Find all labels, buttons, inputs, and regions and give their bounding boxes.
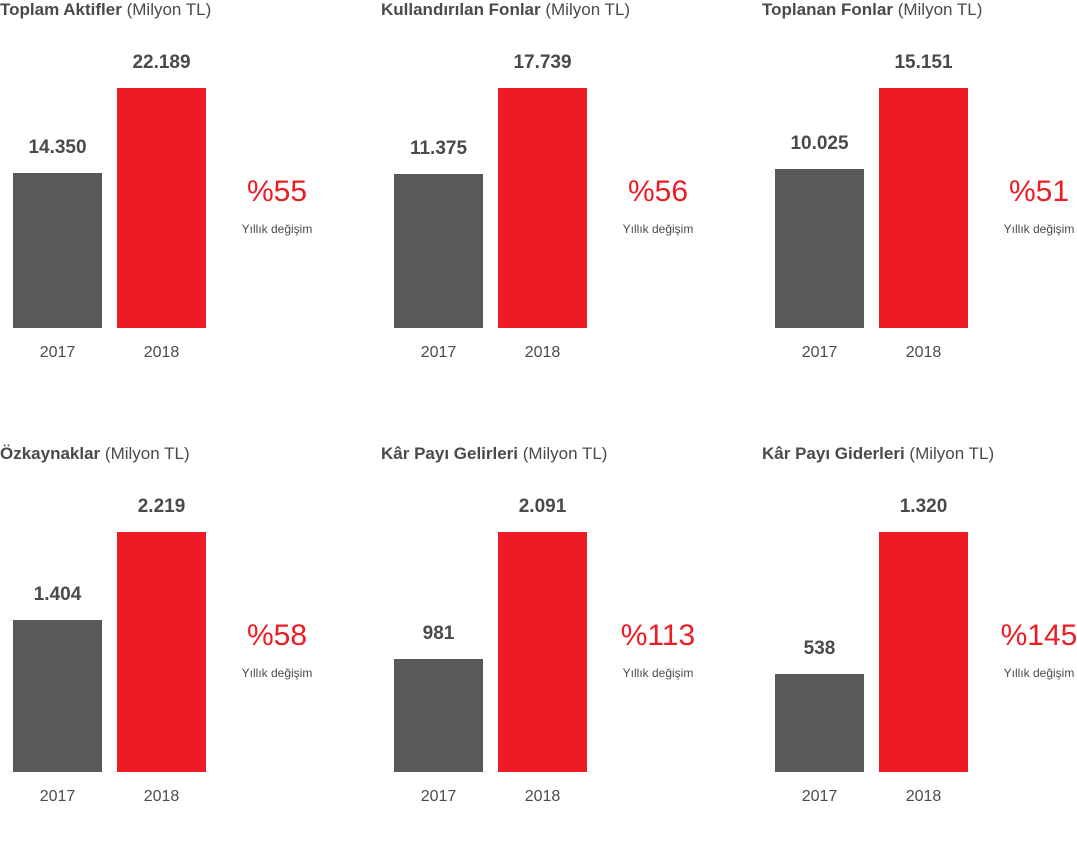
bar-2018 bbox=[879, 532, 968, 772]
bar-2017 bbox=[775, 674, 864, 772]
bar-value-label: 11.375 bbox=[409, 138, 468, 160]
chart-panel: Kâr Payı Giderleri (Milyon TL) 538 2017 1.3… bbox=[762, 444, 1077, 844]
change-label: Yıllık değişim bbox=[622, 666, 694, 680]
x-tick-label: 2018 bbox=[905, 344, 942, 361]
chart-title-unit: (Milyon TL) bbox=[897, 0, 983, 19]
change-label: Yıllık değişim bbox=[1003, 666, 1075, 680]
x-tick-label: 2017 bbox=[801, 344, 838, 361]
chart-title-unit: (Milyon TL) bbox=[545, 0, 631, 19]
chart-title-main: Toplanan Fonlar bbox=[762, 0, 893, 19]
change-percent: %145 bbox=[1000, 619, 1077, 652]
bar-2017 bbox=[394, 659, 483, 772]
charts-grid: Toplam Aktifler (Milyon TL) 14.350 2017 22.… bbox=[0, 0, 1077, 805]
chart-title-main: Kullandırılan Fonlar bbox=[381, 0, 541, 19]
bar-value-label: 22.189 bbox=[132, 52, 191, 73]
chart-panel: Kullandırılan Fonlar (Milyon TL) 11.375 20… bbox=[381, 0, 721, 400]
bar-value-label: 10.025 bbox=[790, 133, 849, 155]
chart-panel: Özkaynaklar (Milyon TL) 1.404 2017 2.219 201… bbox=[0, 444, 340, 844]
change-percent: %56 bbox=[627, 175, 689, 208]
chart-title: Özkaynaklar (Milyon TL) bbox=[0, 444, 190, 464]
bar-2017 bbox=[13, 172, 102, 328]
chart-title: Toplam Aktifler (Milyon TL) bbox=[0, 0, 211, 20]
bar-value-label: 2.219 bbox=[137, 496, 186, 517]
bar-value-label: 981 bbox=[422, 623, 455, 645]
chart-panel: Kâr Payı Gelirleri (Milyon TL) 981 2017 2.0… bbox=[381, 444, 721, 844]
x-tick-label: 2018 bbox=[524, 788, 561, 805]
change-percent: %55 bbox=[246, 175, 308, 208]
chart-title-unit: (Milyon TL) bbox=[126, 0, 212, 19]
chart-title-unit: (Milyon TL) bbox=[522, 444, 608, 463]
chart-title: Kâr Payı Giderleri (Milyon TL) bbox=[762, 444, 994, 464]
chart-title-unit: (Milyon TL) bbox=[909, 444, 995, 463]
bar-value-label: 15.151 bbox=[894, 52, 953, 73]
change-percent: %113 bbox=[620, 619, 696, 652]
chart-panel: Toplam Aktifler (Milyon TL) 14.350 2017 22.… bbox=[0, 0, 340, 400]
chart-title: Toplanan Fonlar (Milyon TL) bbox=[762, 0, 982, 20]
bar-2017 bbox=[775, 169, 864, 328]
change-label: Yıllık değişim bbox=[241, 666, 313, 680]
x-tick-label: 2017 bbox=[39, 788, 76, 805]
bar-2018 bbox=[117, 532, 206, 772]
chart-panel: Toplanan Fonlar (Milyon TL) 10.025 2017 15.… bbox=[762, 0, 1077, 400]
x-tick-label: 2017 bbox=[801, 788, 838, 805]
bar-value-label: 538 bbox=[803, 638, 836, 660]
chart-title-main: Toplam Aktifler bbox=[0, 0, 122, 19]
x-tick-label: 2018 bbox=[143, 788, 180, 805]
x-tick-label: 2017 bbox=[420, 788, 457, 805]
chart-title-main: Kâr Payı Gelirleri bbox=[381, 444, 519, 463]
bar-value-label: 1.404 bbox=[33, 584, 82, 606]
chart-title-main: Kâr Payı Giderleri bbox=[762, 444, 905, 463]
x-tick-label: 2017 bbox=[39, 344, 76, 361]
bar-value-label: 14.350 bbox=[28, 136, 87, 158]
change-percent: %58 bbox=[246, 619, 308, 652]
bar-value-label: 1.320 bbox=[899, 496, 948, 517]
bar-2017 bbox=[394, 174, 483, 328]
bar-2018 bbox=[879, 88, 968, 328]
bar-2017 bbox=[13, 620, 102, 772]
chart-title-main: Özkaynaklar bbox=[0, 444, 101, 463]
x-tick-label: 2018 bbox=[905, 788, 942, 805]
x-tick-label: 2018 bbox=[524, 344, 561, 361]
chart-title: Kullandırılan Fonlar (Milyon TL) bbox=[381, 0, 630, 20]
bar-2018 bbox=[498, 532, 587, 772]
change-percent: %51 bbox=[1008, 175, 1070, 208]
x-tick-label: 2017 bbox=[420, 344, 457, 361]
change-label: Yıllık değişim bbox=[241, 222, 313, 236]
x-tick-label: 2018 bbox=[143, 344, 180, 361]
change-label: Yıllık değişim bbox=[1003, 222, 1075, 236]
chart-title-unit: (Milyon TL) bbox=[104, 444, 190, 463]
chart-title: Kâr Payı Gelirleri (Milyon TL) bbox=[381, 444, 607, 464]
bar-2018 bbox=[498, 88, 587, 328]
bar-2018 bbox=[117, 88, 206, 328]
bar-value-label: 17.739 bbox=[513, 52, 572, 73]
bar-value-label: 2.091 bbox=[518, 496, 567, 517]
change-label: Yıllık değişim bbox=[622, 222, 694, 236]
